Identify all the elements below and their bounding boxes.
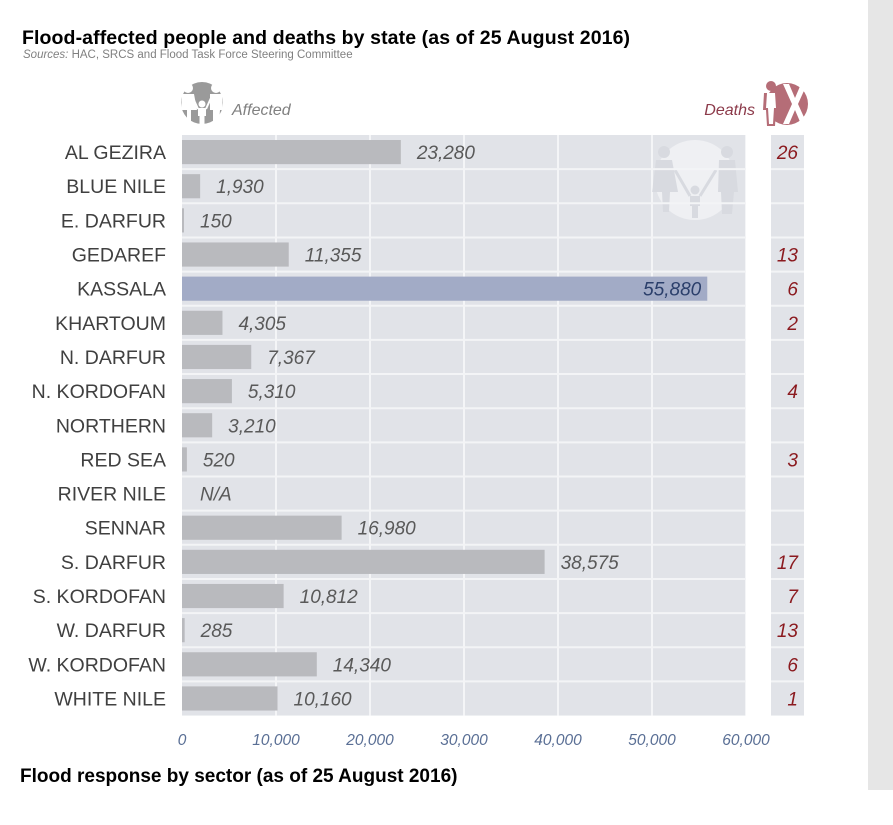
deaths-column <box>771 135 804 716</box>
value-label: 1,930 <box>216 177 264 198</box>
state-label: W. KORDOFAN <box>28 654 166 676</box>
state-label: RED SEA <box>80 449 166 471</box>
bar <box>182 140 401 165</box>
value-label: 150 <box>200 211 232 232</box>
x-tick-label: 50,000 <box>628 732 676 749</box>
legend-deaths-label: Deaths <box>704 102 755 119</box>
x-tick-label: 0 <box>178 732 187 749</box>
bar <box>182 549 545 574</box>
family-watermark-icon <box>652 140 738 220</box>
deaths-value: 2 <box>786 314 798 335</box>
bar-highlighted <box>182 276 708 301</box>
value-label: 7,367 <box>267 348 316 369</box>
value-label: 520 <box>203 450 235 471</box>
value-label: 5,310 <box>248 382 296 403</box>
state-label: SENNAR <box>85 518 166 540</box>
state-label: W. DARFUR <box>57 620 166 642</box>
value-label: 23,280 <box>416 143 476 164</box>
sources-label: Sources: <box>23 49 69 61</box>
value-label: 16,980 <box>358 519 417 540</box>
next-section-title: Flood response by sector (as of 25 Augus… <box>20 766 458 787</box>
state-label: S. KORDOFAN <box>33 586 166 608</box>
bar <box>182 379 232 404</box>
state-label: S. DARFUR <box>61 552 166 574</box>
bar <box>182 515 342 540</box>
bar <box>182 618 185 643</box>
state-label: WHITE NILE <box>54 688 166 710</box>
chart-sources: Sources: HAC, SRCS and Flood Task Force … <box>23 49 353 61</box>
value-label: 10,812 <box>300 587 359 608</box>
state-label: NORTHERN <box>56 415 166 437</box>
scrollbar-track[interactable] <box>868 0 893 790</box>
state-label: N. KORDOFAN <box>32 381 166 403</box>
legend-affected: Affected <box>178 80 291 126</box>
legend-affected-label: Affected <box>232 102 291 119</box>
x-tick-label: 60,000 <box>722 732 770 749</box>
bar <box>182 652 317 677</box>
deaths-value: 3 <box>787 450 798 471</box>
bar <box>182 310 223 335</box>
x-tick-label: 40,000 <box>534 732 582 749</box>
bar <box>182 242 289 267</box>
value-label: 4,305 <box>238 314 286 335</box>
deaths-value: 26 <box>776 143 799 164</box>
bar <box>182 208 184 233</box>
bar <box>182 344 252 370</box>
person-cross-icon <box>763 81 808 126</box>
bar <box>182 447 187 472</box>
value-label: 11,355 <box>305 246 362 267</box>
value-label: 38,575 <box>561 553 620 574</box>
value-label: 3,210 <box>228 416 276 437</box>
deaths-value: 6 <box>787 280 798 301</box>
deaths-value: 7 <box>787 587 799 608</box>
x-tick-label: 10,000 <box>252 732 300 749</box>
state-label: KHARTOUM <box>55 313 166 335</box>
state-label: GEDAREF <box>72 245 166 267</box>
value-label: 10,160 <box>294 689 353 710</box>
bar <box>182 583 284 609</box>
bar <box>182 413 213 438</box>
value-label: 55,880 <box>643 280 702 301</box>
state-label: RIVER NILE <box>58 484 166 506</box>
deaths-value: 4 <box>787 382 798 403</box>
x-tick-label: 20,000 <box>345 732 394 749</box>
value-label: 14,340 <box>333 655 392 676</box>
state-label: KASSALA <box>77 279 166 301</box>
state-label: BLUE NILE <box>66 176 166 198</box>
deaths-value: 13 <box>777 621 799 642</box>
legend-deaths: Deaths <box>704 78 809 128</box>
deaths-value: 1 <box>787 689 798 710</box>
deaths-value: 17 <box>777 553 800 574</box>
deaths-value: 13 <box>777 246 799 267</box>
bar <box>182 686 278 711</box>
x-tick-label: 30,000 <box>440 732 488 749</box>
deaths-value: 6 <box>787 655 798 676</box>
value-label: 285 <box>200 621 233 642</box>
bar <box>182 174 201 199</box>
state-label: E. DARFUR <box>61 210 166 232</box>
value-label: N/A <box>200 485 232 506</box>
state-label: AL GEZIRA <box>65 142 166 164</box>
sources-text: HAC, SRCS and Flood Task Force Steering … <box>68 49 353 61</box>
chart-title: Flood-affected people and deaths by stat… <box>22 27 631 49</box>
family-icon <box>181 82 223 124</box>
state-label: N. DARFUR <box>60 347 166 369</box>
